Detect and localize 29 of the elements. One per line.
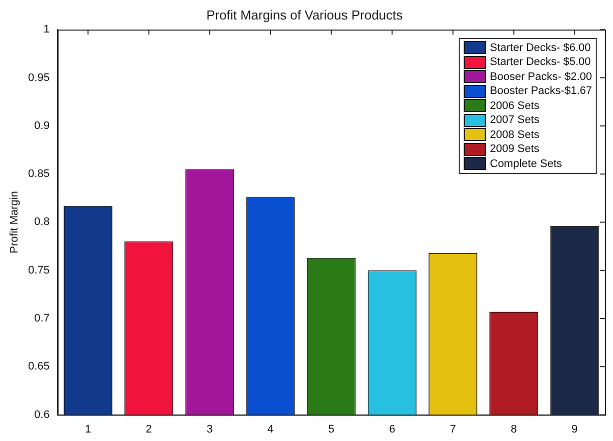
y-tick-label: 0.7 bbox=[34, 312, 50, 325]
legend-label: Starter Decks- $6.00 bbox=[490, 40, 591, 56]
legend-label: 2009 Sets bbox=[490, 142, 540, 157]
legend-label: Booster Packs-$1.67 bbox=[490, 84, 592, 99]
x-tick-label: 3 bbox=[206, 423, 213, 436]
y-tick-label: 1 bbox=[43, 24, 50, 36]
x-tick-label: 8 bbox=[510, 423, 517, 436]
y-tick-label: 0.95 bbox=[28, 72, 50, 84]
legend-label: 2007 Sets bbox=[490, 113, 540, 128]
legend-label: Complete Sets bbox=[490, 156, 562, 172]
y-tick-label: 0.9 bbox=[34, 120, 50, 132]
chart-title: Profit Margins of Various Products bbox=[206, 7, 404, 22]
x-tick-label: 1 bbox=[84, 423, 92, 436]
x-tick-label: 5 bbox=[328, 423, 334, 436]
x-tick-label: 7 bbox=[450, 423, 456, 436]
y-tick-label: 0.8 bbox=[34, 216, 50, 228]
legend-label: 2008 Sets bbox=[490, 128, 540, 142]
y-tick-label: 0.75 bbox=[28, 264, 50, 276]
legend-label: Starter Decks- $5.00 bbox=[490, 55, 591, 70]
legend-label: Booser Packs- $2.00 bbox=[490, 70, 592, 84]
x-tick-label: 2 bbox=[146, 423, 152, 436]
x-tick-label: 6 bbox=[389, 423, 396, 436]
x-tick-label: 4 bbox=[267, 423, 274, 436]
y-tick-label: 0.6 bbox=[34, 408, 50, 421]
y-tick-label: 0.65 bbox=[28, 360, 50, 373]
y-axis-title: Profit Margin bbox=[8, 191, 21, 254]
x-tick-label: 9 bbox=[572, 423, 578, 436]
y-tick-label: 0.85 bbox=[28, 168, 50, 180]
legend-label: 2006 Sets bbox=[490, 98, 540, 114]
